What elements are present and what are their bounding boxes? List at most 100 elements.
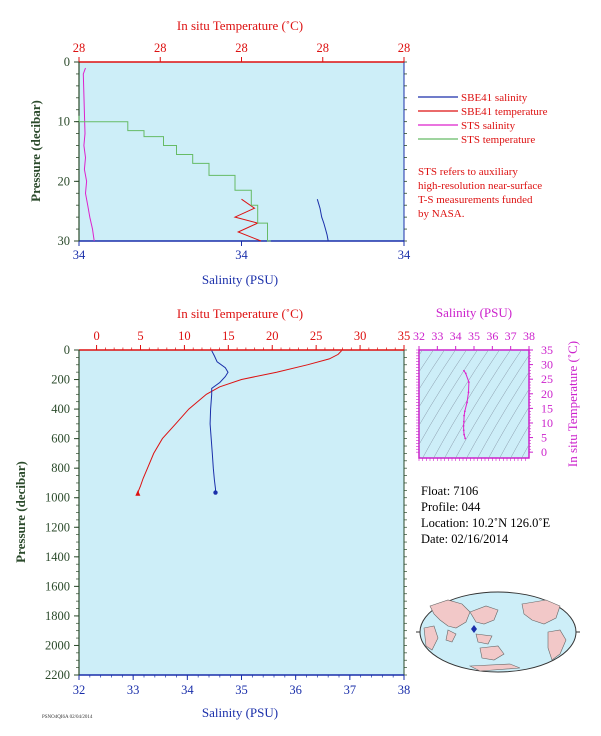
top-temp-tick-label: 28 xyxy=(235,41,248,55)
bottom-temp-tick-label: 25 xyxy=(310,329,323,343)
top-sal-tick-label: 34 xyxy=(73,248,86,262)
ts-temp-tick-label: 20 xyxy=(541,387,553,401)
ts-temp-tick-label: 25 xyxy=(541,372,553,386)
bottom-series-temperature xyxy=(137,350,342,494)
ts-sal-tick-label: 32 xyxy=(413,329,425,343)
ts-point xyxy=(462,429,465,432)
ts-density-contour xyxy=(477,371,529,458)
bottom-series-group xyxy=(135,350,342,496)
bottom-pressure-axis-title: Pressure (decibar) xyxy=(13,461,28,563)
legend-label: SBE41 salinity xyxy=(461,92,528,104)
ts-density-contour xyxy=(488,388,529,458)
ts-series-group xyxy=(462,369,470,440)
ts-point xyxy=(463,410,466,413)
bottom-panel: In situ Temperature (˚C) 0 5 10 15 20 25 30 35 … xyxy=(13,306,410,720)
ts-density-contours xyxy=(419,330,601,478)
map-landmass-antarctica xyxy=(468,663,521,672)
map-landmass-south-america xyxy=(547,629,567,661)
ts-density-contour xyxy=(522,330,601,478)
ts-temp-tick-label: 5 xyxy=(541,431,547,445)
bottom-pressure-tick-label: 800 xyxy=(51,461,70,475)
ts-point xyxy=(463,414,465,417)
ts-point xyxy=(463,433,465,436)
sts-note-line: T-S measurements funded xyxy=(418,194,533,206)
bottom-pressure-tick-label: 1600 xyxy=(45,579,70,593)
ts-density-contour xyxy=(433,350,500,458)
bottom-temp-tick-label: 35 xyxy=(398,329,411,343)
top-pressure-ticks: 0 10 20 30 xyxy=(58,55,79,248)
ts-point xyxy=(463,369,465,372)
ts-point xyxy=(464,437,467,440)
ts-point xyxy=(462,424,465,427)
legend-label: STS temperature xyxy=(461,134,535,146)
top-panel: In situ Temperature (˚C) 28 28 28 28 28 34 34… xyxy=(28,18,548,287)
bottom-temp-tick-label: 15 xyxy=(222,329,235,343)
top-series-sbe41-temperature xyxy=(233,198,262,242)
bottom-temp-tick-label: 10 xyxy=(178,329,191,343)
bottom-temp-tick-label: 30 xyxy=(354,329,367,343)
bottom-plot-area xyxy=(78,349,405,676)
top-plot-area xyxy=(78,61,405,242)
map-landmass-asia xyxy=(429,599,471,629)
sts-note: STS refers to auxiliary high-resolution n… xyxy=(418,166,542,220)
bottom-pressure-tick-label: 1000 xyxy=(45,491,70,505)
ts-temp-tick-label: 10 xyxy=(541,416,553,430)
ts-point xyxy=(467,391,470,394)
bottom-pressure-tick-label: 1200 xyxy=(45,520,70,534)
ts-point xyxy=(464,372,467,375)
map-land xyxy=(423,599,567,672)
footer-stamp: PSNO4QI6A 02/04/2014 xyxy=(42,715,93,720)
ts-temp-tick-label: 30 xyxy=(541,358,553,372)
ts-temp-tick-label: 35 xyxy=(541,343,553,357)
top-legend: SBE41 salinity SBE41 temperature STS salin… xyxy=(418,92,548,146)
bottom-pressure-tick-label: 600 xyxy=(51,432,70,446)
top-sal-ticks: 34 34 34 xyxy=(73,241,411,262)
ts-sal-tick-label: 36 xyxy=(486,329,498,343)
sts-note-line: STS refers to auxiliary xyxy=(418,166,518,178)
top-temp-tick-label: 28 xyxy=(317,41,330,55)
ts-density-contour xyxy=(444,350,511,458)
bottom-temp-axis-title: In situ Temperature (˚C) xyxy=(177,306,303,321)
ts-point xyxy=(467,381,470,384)
ts-panel: Salinity (PSU) 32 33 34 35 36 37 38 3530252015… xyxy=(413,305,601,478)
bottom-salinity-end-marker xyxy=(213,490,218,495)
top-temp-axis-title: In situ Temperature (˚C) xyxy=(177,18,303,33)
ts-plot-area xyxy=(418,349,530,459)
legend-label: STS salinity xyxy=(461,120,516,132)
bottom-sal-tick-label: 34 xyxy=(181,683,194,697)
ts-sal-tick-label: 38 xyxy=(523,329,535,343)
bottom-series-salinity xyxy=(209,350,229,493)
bottom-sal-tick-label: 36 xyxy=(289,683,302,697)
top-series-sbe41-salinity xyxy=(316,199,329,242)
ts-point xyxy=(466,401,468,404)
ts-density-contour xyxy=(455,350,522,458)
top-pressure-tick-label: 20 xyxy=(58,174,71,188)
top-series-group xyxy=(78,67,329,242)
ts-sal-tick-label: 35 xyxy=(468,329,480,343)
sts-note-line: by NASA. xyxy=(418,208,465,220)
bottom-temp-ticks: 0 5 10 15 20 25 30 35 xyxy=(93,329,410,350)
map-landmass-east-asia xyxy=(469,605,499,625)
bottom-temp-tick-label: 20 xyxy=(266,329,279,343)
top-sal-tick-label: 34 xyxy=(398,248,411,262)
ts-density-contour xyxy=(466,354,529,458)
top-series-sts-salinity xyxy=(82,67,95,242)
top-sal-tick-label: 34 xyxy=(235,248,248,262)
ts-density-contour xyxy=(422,350,489,458)
bottom-sal-tick-label: 37 xyxy=(344,683,357,697)
ts-sal-tick-label: 33 xyxy=(431,329,443,343)
map-landmass-north-america xyxy=(521,599,561,625)
top-sal-axis-title: Salinity (PSU) xyxy=(202,272,278,287)
world-map xyxy=(416,591,580,673)
profile-number: Profile: 044 xyxy=(421,500,481,514)
bottom-sal-axis-title: Salinity (PSU) xyxy=(202,705,278,720)
bottom-sal-tick-label: 33 xyxy=(127,683,140,697)
float-location-marker xyxy=(471,625,477,633)
ts-density-contour xyxy=(419,350,467,426)
ts-point xyxy=(463,420,465,423)
ts-minor-ticks xyxy=(416,349,531,461)
bottom-sal-tick-label: 38 xyxy=(398,683,411,697)
ts-density-contour xyxy=(419,350,478,446)
